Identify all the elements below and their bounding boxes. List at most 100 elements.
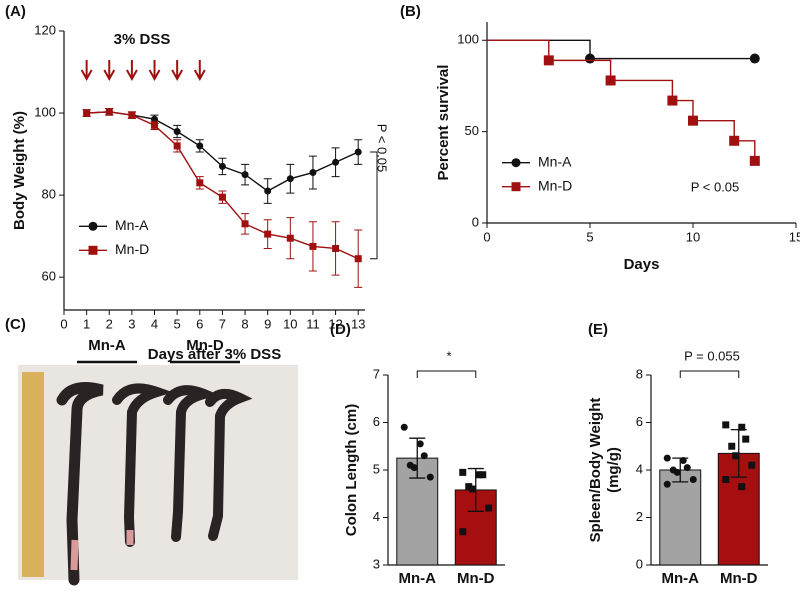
annotation: P < 0.05: [375, 124, 390, 173]
marker: [729, 135, 740, 146]
panel-label: (D): [330, 321, 351, 338]
marker: [286, 234, 294, 242]
colon-tip: [70, 530, 134, 571]
y-axis-label: Body Weight (%): [11, 111, 28, 230]
x-axis-label: Days after 3% DSS: [148, 346, 281, 363]
y-tick-label: 4: [636, 461, 643, 476]
y-tick-label: 5: [373, 461, 380, 476]
marker: [688, 115, 698, 126]
marker: [722, 421, 730, 429]
marker: [105, 108, 113, 116]
x-axis-label: Days: [624, 256, 660, 273]
y-tick-label: 4: [373, 509, 380, 524]
x-tick-label: 15: [789, 229, 800, 244]
x-tick-label: 0: [483, 229, 490, 244]
legend-label: Mn-A: [115, 217, 149, 233]
x-tick-label: Mn-D: [720, 570, 758, 587]
dss-arrow: [148, 60, 161, 82]
panel-label: (B): [400, 3, 421, 20]
annotation: P = 0.055: [684, 348, 740, 363]
y-axis-label: Colon Length (cm): [343, 404, 360, 536]
group-label: Mn-A: [88, 337, 126, 354]
ruler: [22, 372, 44, 577]
marker: [748, 461, 756, 469]
x-tick-label: 2: [106, 316, 113, 331]
dss-arrow: [126, 60, 138, 82]
marker: [683, 464, 691, 472]
y-tick-label: 50: [465, 123, 479, 138]
marker: [354, 148, 362, 156]
x-tick-label: 13: [351, 316, 365, 331]
x-tick-label: Mn-D: [457, 570, 495, 587]
marker: [728, 442, 736, 450]
x-tick-label: 9: [264, 316, 271, 331]
marker: [332, 244, 340, 252]
marker: [738, 483, 746, 491]
significance-bracket: [679, 370, 740, 378]
marker: [485, 504, 493, 512]
marker: [749, 53, 760, 64]
x-tick-label: 6: [196, 316, 203, 331]
x-tick-label: 12: [328, 316, 342, 331]
marker: [309, 242, 317, 250]
marker: [264, 230, 272, 238]
legend-label: Mn-D: [538, 177, 572, 193]
marker: [667, 95, 678, 106]
marker: [264, 187, 272, 195]
marker: [173, 128, 181, 136]
marker: [749, 155, 760, 166]
panel-label: (E): [588, 321, 608, 338]
panel-label: (A): [5, 3, 26, 20]
colon: [163, 385, 220, 542]
annotation: P < 0.05: [691, 179, 740, 194]
y-tick-label: 120: [34, 22, 56, 37]
marker: [742, 435, 750, 443]
marker: [196, 142, 204, 150]
y-tick-label: 6: [373, 414, 380, 429]
marker: [689, 476, 697, 483]
marker: [218, 162, 226, 170]
marker: [173, 142, 181, 150]
dss-arrow: [103, 60, 116, 82]
y-tick-label: 100: [457, 32, 479, 47]
y-axis-label: Percent survival: [435, 65, 452, 181]
marker: [420, 452, 428, 460]
annotation: 3% DSS: [114, 31, 171, 48]
marker: [469, 485, 477, 493]
y-tick-label: 6: [636, 414, 643, 429]
colon: [205, 388, 253, 541]
legend-label: Mn-D: [115, 241, 149, 257]
legend-marker: [511, 182, 521, 192]
marker: [196, 179, 204, 187]
colon: [56, 382, 104, 586]
series-line: [86, 111, 359, 260]
legend-marker: [88, 221, 98, 231]
marker: [410, 464, 418, 472]
marker: [673, 468, 681, 476]
legend-label: Mn-A: [538, 153, 572, 169]
dss-arrow: [193, 60, 206, 82]
x-tick-label: 5: [586, 229, 593, 244]
marker: [354, 255, 362, 263]
x-tick-label: 7: [219, 316, 226, 331]
marker: [151, 121, 159, 129]
marker: [732, 452, 740, 460]
y-tick-label: 60: [42, 269, 56, 284]
marker: [663, 480, 671, 488]
marker: [332, 158, 340, 166]
marker: [128, 111, 136, 119]
marker: [585, 53, 595, 64]
x-tick-label: 1: [83, 316, 90, 331]
x-tick-label: Mn-A: [399, 570, 437, 587]
y-axis-label: (mg/g): [605, 447, 622, 493]
dss-arrow: [80, 60, 93, 82]
marker: [738, 423, 746, 431]
y-tick-label: 2: [636, 509, 643, 524]
marker: [605, 75, 616, 86]
marker: [83, 109, 91, 117]
significance-bracket: [370, 151, 378, 260]
legend-marker: [511, 158, 521, 168]
x-tick-label: 5: [174, 316, 181, 331]
y-axis-label: Spleen/Body Weight: [587, 398, 604, 543]
x-tick-label: 0: [60, 316, 67, 331]
